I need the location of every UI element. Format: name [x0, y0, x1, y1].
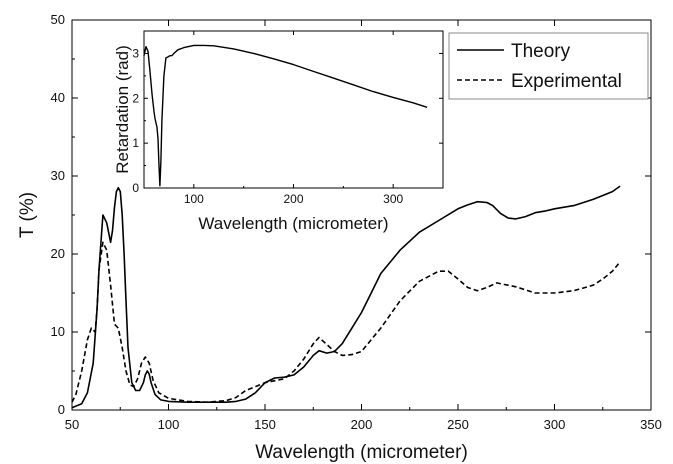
- plot-background: [144, 31, 443, 188]
- inset-x-tick-label: 100: [184, 192, 204, 206]
- inset-y-tick-label: 3: [132, 46, 139, 60]
- inset-x-tick-label: 200: [283, 192, 303, 206]
- legend-label-theory: Theory: [511, 41, 571, 62]
- y-tick-label: 10: [51, 324, 65, 339]
- inset-plot: 100 200 300 0 1 2 3 Wavelength (micrometer) Reta…: [113, 30, 444, 233]
- series-line-experimental: [71, 241, 621, 403]
- x-tick-label: 150: [254, 417, 276, 432]
- x-axis-label: Wavelength (micrometer): [255, 442, 468, 463]
- x-tick-label: 300: [544, 417, 566, 432]
- y-tick-label: 0: [58, 402, 65, 417]
- x-tick-label: 50: [65, 417, 79, 432]
- inset-y-tick-label: 1: [132, 136, 139, 150]
- y-tick-label: 40: [51, 90, 65, 105]
- y-axis-label: T (%): [17, 192, 38, 238]
- inset-x-axis-label: Wavelength (micrometer): [198, 214, 388, 233]
- legend-box: [448, 32, 649, 100]
- x-tick-label: 100: [158, 417, 180, 432]
- series-line-theory: [71, 185, 621, 409]
- x-tick-label: 350: [640, 417, 662, 432]
- inset-y-axis-label: Retardation (rad): [113, 45, 132, 174]
- inset-series-line-series-0: [143, 44, 428, 187]
- y-tick-label: 20: [51, 246, 65, 261]
- x-tick-label: 200: [351, 417, 373, 432]
- x-tick-label: 250: [447, 417, 469, 432]
- main-plot: 50 100 150 200 250 300 35001020304050Wavelengt…: [17, 12, 662, 463]
- y-tick-label: 50: [51, 12, 65, 27]
- legend-label-experimental: Experimental: [511, 71, 622, 92]
- inset-x-tick-label: 300: [383, 192, 403, 206]
- inset-y-tick-label: 2: [132, 91, 139, 105]
- legend: Theory Experimental: [448, 32, 649, 100]
- y-tick-label: 30: [51, 168, 65, 183]
- inset-y-tick-label: 0: [132, 181, 139, 195]
